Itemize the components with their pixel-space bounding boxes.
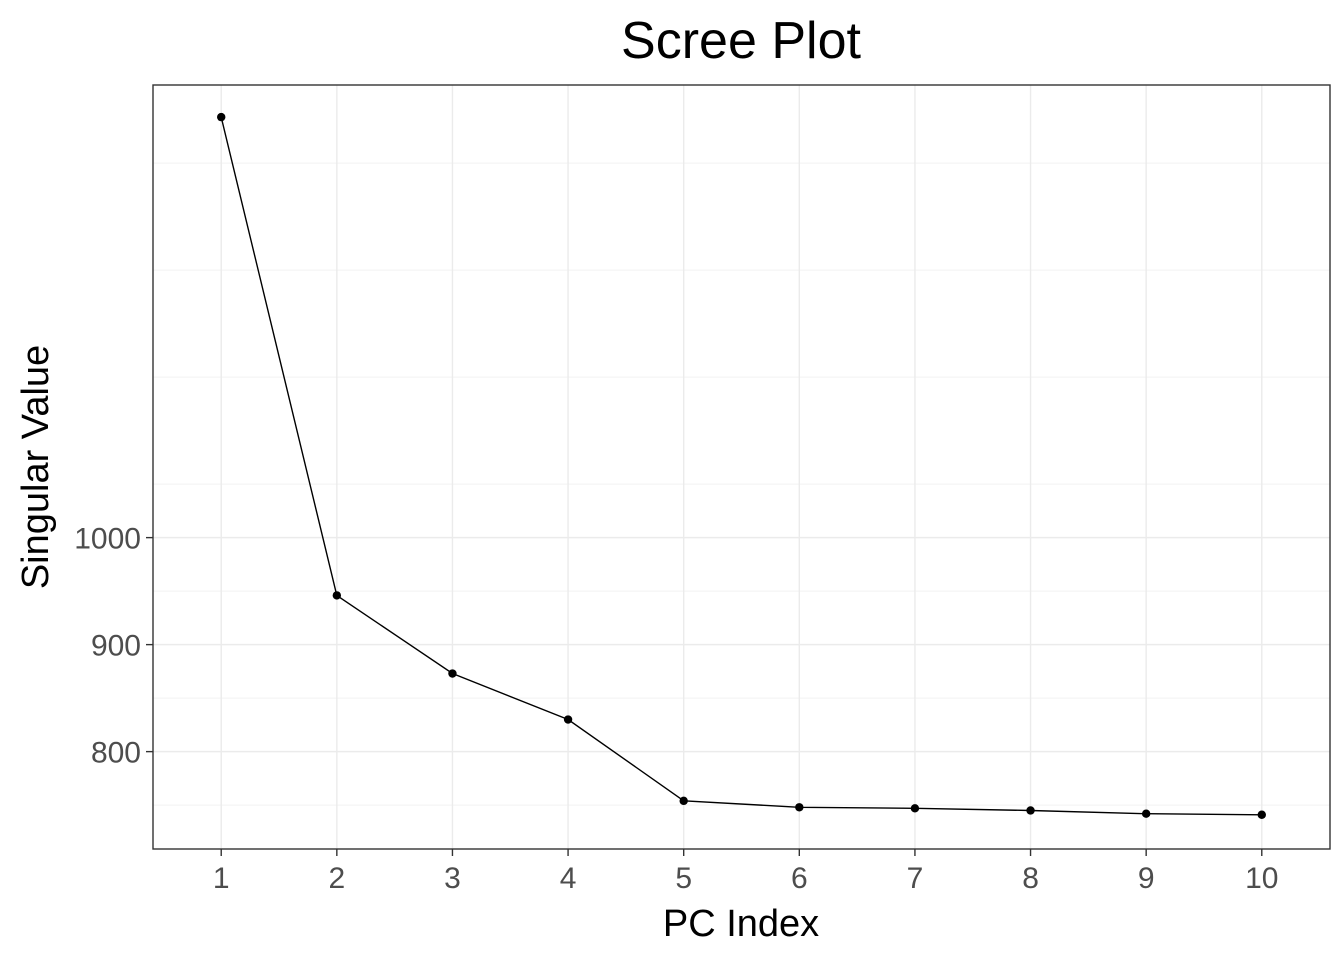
- data-point: [1257, 810, 1266, 819]
- data-point: [795, 803, 804, 812]
- x-tick-label: 9: [1138, 862, 1155, 895]
- data-point: [1141, 809, 1151, 818]
- x-tick-label: 4: [560, 862, 577, 895]
- series-line: [220, 116, 1262, 816]
- x-tick-label: 8: [1022, 862, 1039, 895]
- x-tick-label: 6: [791, 862, 808, 895]
- data-point: [563, 715, 573, 724]
- y-axis-title: Singular Value: [15, 345, 57, 589]
- data-point: [679, 796, 688, 806]
- x-axis-title: PC Index: [663, 903, 819, 945]
- x-tick-label: 10: [1245, 862, 1278, 895]
- chart-title: Scree Plot: [621, 12, 861, 70]
- y-tick-label: 900: [91, 630, 141, 663]
- data-point: [448, 669, 457, 678]
- y-tick-label: 1000: [74, 523, 141, 556]
- x-tick-label: 1: [213, 862, 230, 895]
- data-point: [1026, 806, 1035, 815]
- x-tick-label: 3: [444, 862, 461, 895]
- x-tick-label: 2: [328, 862, 345, 895]
- axes: 1 2 3 4 5 6 7 8 9 10 800 900 1000: [74, 523, 1278, 895]
- grid-lines: [153, 85, 1330, 849]
- x-tick-label: 7: [907, 862, 924, 895]
- panel-border: [152, 84, 1331, 850]
- y-tick-label: 800: [91, 737, 141, 770]
- x-tick-label: 5: [675, 862, 692, 895]
- series-layer: [217, 112, 1266, 819]
- data-point: [217, 112, 226, 122]
- data-point: [910, 804, 920, 813]
- data-point: [332, 591, 342, 600]
